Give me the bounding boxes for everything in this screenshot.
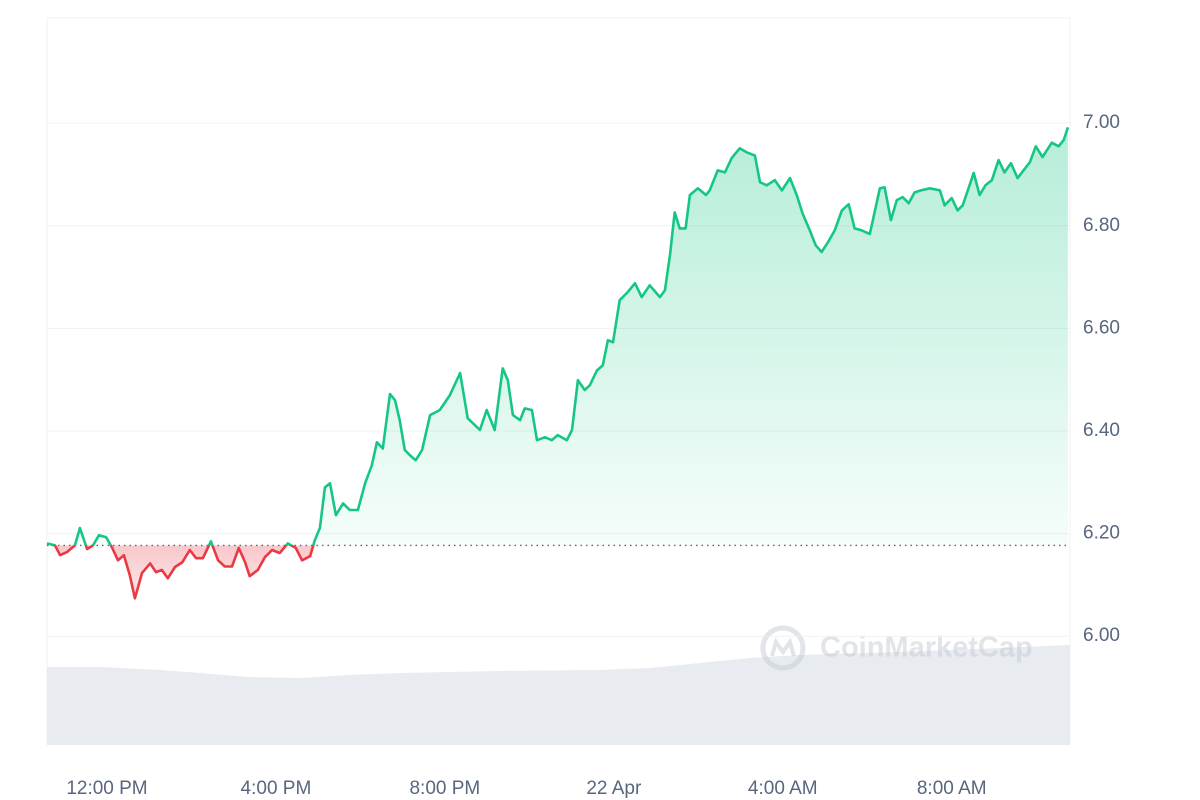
- x-tick-label: 4:00 PM: [241, 778, 312, 799]
- x-tick-label: 8:00 PM: [409, 778, 480, 799]
- price-line: [46, 126, 1070, 600]
- x-tick-label: 4:00 AM: [748, 778, 818, 799]
- x-tick-label: 12:00 PM: [66, 778, 147, 799]
- price-area: [47, 127, 1068, 599]
- y-tick-label: 6.60: [1083, 317, 1120, 338]
- x-tick-label: 8:00 AM: [917, 778, 987, 799]
- y-tick-label: 6.40: [1083, 420, 1120, 441]
- y-tick-label: 6.80: [1083, 215, 1120, 236]
- watermark-logo: [770, 637, 796, 657]
- volume-area: [47, 645, 1070, 745]
- y-tick-label: 6.20: [1083, 523, 1120, 544]
- y-tick-label: 6.00: [1083, 625, 1120, 646]
- y-tick-label: 7.00: [1083, 112, 1120, 133]
- watermark-text: CoinMarketCap: [820, 632, 1033, 664]
- x-tick-label: 22 Apr: [586, 778, 642, 799]
- watermark-logo: [760, 625, 806, 671]
- watermark: CoinMarketCap: [760, 625, 1033, 671]
